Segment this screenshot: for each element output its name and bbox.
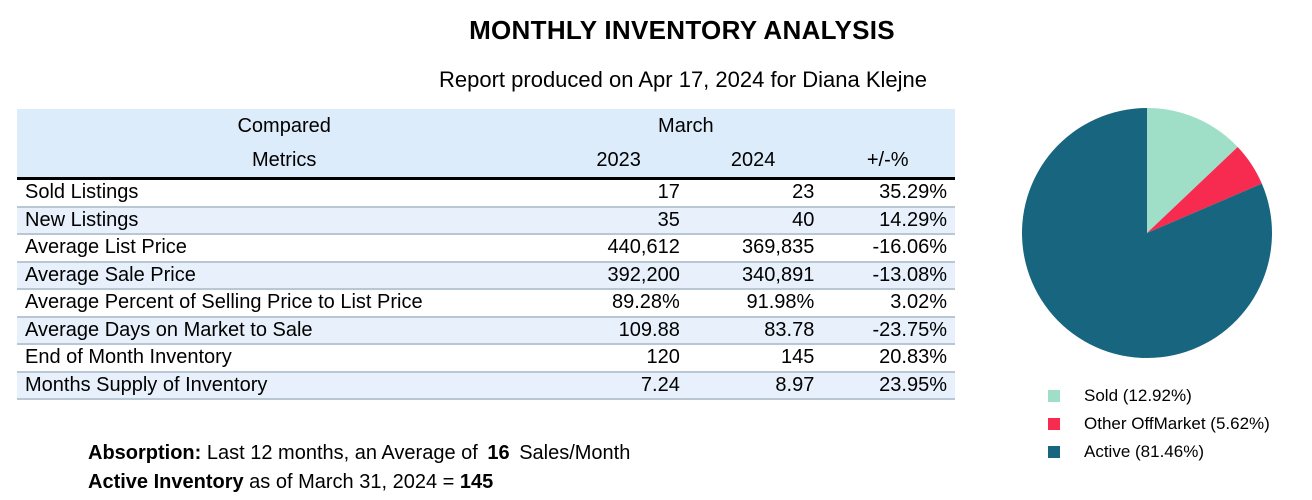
legend-item: Active (81.46%) [1048, 438, 1270, 466]
absorption-line: Absorption: Last 12 months, an Average o… [88, 442, 630, 465]
pie-slice-1 [1147, 146, 1262, 233]
value-2023: 89.28% [551, 289, 686, 318]
legend-swatch [1048, 390, 1060, 402]
value-2024: 340,891 [685, 261, 821, 290]
absorption-text1: Last 12 months, an Average of [206, 442, 478, 464]
metrics-table: Compared March Metrics 2023 2024 +/-% So… [17, 109, 955, 400]
header-2023: 2023 [551, 143, 686, 180]
header-change: +/-% [820, 143, 955, 180]
value-change: 35.29% [820, 178, 955, 208]
legend-label: Active (81.46%) [1084, 442, 1204, 461]
header-metrics: Metrics [17, 143, 552, 180]
legend-label: Sold (12.92%) [1084, 386, 1192, 405]
header-blank [820, 109, 955, 143]
metric-name: Average Sale Price [17, 261, 552, 290]
value-2024: 23 [685, 178, 821, 208]
active-inventory-line: Active Inventory as of March 31, 2024 = … [88, 471, 493, 494]
value-2024: 83.78 [685, 316, 821, 345]
metric-name: Average Percent of Selling Price to List… [17, 289, 552, 318]
legend-swatch [1048, 418, 1060, 430]
metric-name: End of Month Inventory [17, 344, 552, 373]
value-change: -13.08% [820, 261, 955, 290]
legend-item: Other OffMarket (5.62%) [1048, 410, 1270, 438]
table-row: End of Month Inventory 120 145 20.83% [17, 344, 955, 373]
metric-name: Months Supply of Inventory [17, 371, 552, 400]
legend-item: Sold (12.92%) [1048, 382, 1270, 410]
header-2024: 2024 [685, 143, 821, 180]
pie-slice-2 [1022, 108, 1272, 358]
absorption-text2: Sales/Month [519, 442, 631, 464]
metric-name: Average List Price [17, 234, 552, 263]
value-change: 14.29% [820, 206, 955, 235]
value-2024: 369,835 [685, 234, 821, 263]
active-inventory-value: 145 [459, 471, 494, 493]
table-row: Average Sale Price 392,200 340,891 -13.08% [17, 261, 955, 290]
value-change: 20.83% [820, 344, 955, 373]
header-compared: Compared [17, 109, 552, 143]
table-row: Months Supply of Inventory 7.24 8.97 23.95% [17, 371, 955, 400]
legend-swatch [1048, 446, 1060, 458]
value-2023: 440,612 [551, 234, 686, 263]
pie-slice-0 [1147, 108, 1238, 233]
value-2023: 392,200 [551, 261, 686, 290]
table-row: Average Days on Market to Sale 109.88 83.7… [17, 316, 955, 345]
value-change: -16.06% [820, 234, 955, 263]
legend-label: Other OffMarket (5.62%) [1084, 414, 1270, 433]
report-title: MONTHLY INVENTORY ANALYSIS [469, 15, 895, 45]
value-2024: 91.98% [685, 289, 821, 318]
inventory-pie-chart [1022, 108, 1272, 358]
active-inventory-label: Active Inventory [88, 471, 244, 493]
table-row: New Listings 35 40 14.29% [17, 206, 955, 235]
absorption-label: Absorption: [88, 442, 202, 464]
value-2024: 145 [685, 344, 821, 373]
report-subtitle: Report produced on Apr 17, 2024 for Dian… [439, 67, 927, 92]
value-2023: 7.24 [551, 371, 686, 400]
table-row: Average List Price 440,612 369,835 -16.06% [17, 234, 955, 263]
value-change: 3.02% [820, 289, 955, 318]
active-inventory-text: as of March 31, 2024 = [249, 471, 455, 493]
value-2024: 40 [685, 206, 821, 235]
table-row: Average Percent of Selling Price to List… [17, 289, 955, 318]
value-change: 23.95% [820, 371, 955, 400]
metric-name: Average Days on Market to Sale [17, 316, 552, 345]
value-change: -23.75% [820, 316, 955, 345]
value-2023: 109.88 [551, 316, 686, 345]
value-2023: 35 [551, 206, 686, 235]
absorption-value: 16 [487, 442, 510, 464]
value-2024: 8.97 [685, 371, 821, 400]
metric-name: New Listings [17, 206, 552, 235]
header-month: March [551, 109, 821, 143]
table-row: Sold Listings 17 23 35.29% [17, 178, 955, 208]
value-2023: 17 [551, 178, 686, 208]
value-2023: 120 [551, 344, 686, 373]
pie-legend: Sold (12.92%) Other OffMarket (5.62%) Acti… [1048, 382, 1270, 466]
metric-name: Sold Listings [17, 178, 552, 208]
